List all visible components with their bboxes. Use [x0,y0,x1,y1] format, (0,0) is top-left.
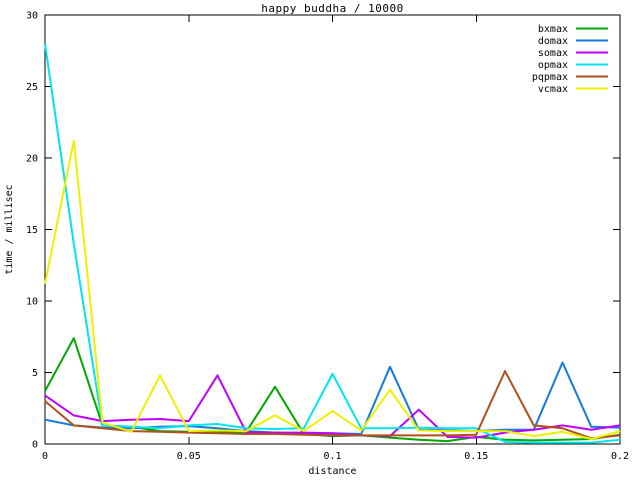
chart-title: happy buddha / 10000 [261,2,403,15]
y-tick-label: 15 [26,225,38,236]
x-tick-label: 0.15 [464,451,488,462]
series-line-vcmax [44,139,621,440]
y-tick-label: 25 [26,82,38,93]
legend-label-bxmax: bxmax [538,24,568,35]
series-line-pqpmax [44,370,621,440]
legend-label-pqpmax: pqpmax [532,72,568,83]
y-axis-label: time / millisec [4,184,15,274]
y-tick-label: 30 [26,11,38,22]
y-tick-label: 10 [26,297,38,308]
series-line-opmax [44,43,621,444]
x-tick-label: 0 [42,451,48,462]
x-tick-label: 0.1 [323,451,341,462]
series-line-somax [44,374,621,439]
legend-label-somax: somax [538,48,568,59]
y-tick-label: 0 [32,440,38,451]
x-axis-label: distance [308,466,356,477]
y-tick-label: 20 [26,154,38,165]
legend-label-opmax: opmax [538,60,568,71]
series-lines [44,43,621,444]
legend-label-domax: domax [538,36,568,47]
axes: 0 0.05 0.1 0.15 0.2 0 5 10 15 20 25 30 [26,11,629,463]
legend-label-vcmax: vcmax [538,84,568,95]
y-tick-label: 5 [32,368,38,379]
x-tick-label: 0.2 [611,451,629,462]
x-tick-label: 0.05 [177,451,201,462]
